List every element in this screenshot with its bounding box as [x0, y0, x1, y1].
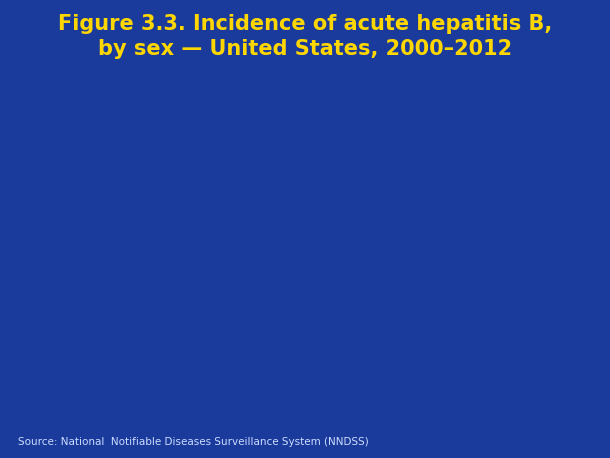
Female — [398, 316, 405, 321]
Female — [95, 249, 102, 255]
Male — [360, 263, 367, 268]
Male — [132, 163, 140, 169]
Legend: Male, Female: Male, Female — [476, 147, 568, 199]
Text: Figure 3.3. Incidence of acute hepatitis B,
by sex — United States, 2000–2012: Figure 3.3. Incidence of acute hepatitis… — [58, 14, 552, 59]
Y-axis label: Reported cases/100,000 population: Reported cases/100,000 population — [34, 131, 47, 382]
Male — [95, 157, 102, 163]
Female — [322, 305, 329, 310]
Male — [284, 236, 292, 241]
Male — [473, 291, 481, 297]
X-axis label: Year: Year — [314, 417, 345, 430]
Female — [511, 332, 518, 337]
Female — [550, 333, 557, 338]
Male — [246, 213, 254, 219]
Female — [132, 254, 140, 259]
Male — [208, 181, 215, 186]
Text: 🦅: 🦅 — [495, 412, 506, 431]
FancyBboxPatch shape — [456, 389, 603, 456]
Male — [322, 250, 329, 255]
Male — [550, 301, 557, 306]
Female — [246, 279, 254, 285]
Male — [170, 166, 178, 171]
Female — [170, 246, 178, 252]
Text: CDC: CDC — [537, 414, 579, 431]
Line: Female: Female — [94, 245, 557, 339]
Female — [436, 323, 443, 329]
Line: Male: Male — [94, 156, 557, 308]
Female — [473, 323, 481, 329]
Female — [284, 289, 292, 295]
Female — [208, 254, 215, 259]
Male — [511, 300, 518, 305]
Text: Source: National  Notifiable Diseases Surveillance System (NNDSS): Source: National Notifiable Diseases Sur… — [18, 436, 369, 447]
Male — [436, 292, 443, 297]
Female — [360, 303, 367, 309]
Male — [398, 272, 405, 277]
